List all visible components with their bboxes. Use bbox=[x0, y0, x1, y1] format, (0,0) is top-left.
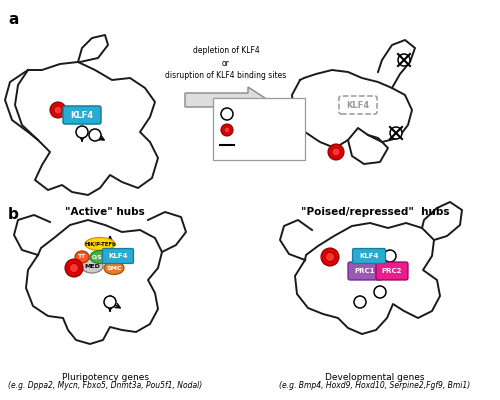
Text: depletion of KLF4
or
disruption of KLF4 binding sites: depletion of KLF4 or disruption of KLF4 … bbox=[166, 46, 286, 80]
Circle shape bbox=[328, 144, 344, 160]
Circle shape bbox=[104, 296, 116, 308]
Text: MED: MED bbox=[84, 264, 100, 268]
Text: Developmental genes: Developmental genes bbox=[325, 373, 425, 382]
Circle shape bbox=[89, 129, 101, 141]
Ellipse shape bbox=[75, 251, 89, 263]
Polygon shape bbox=[185, 87, 268, 113]
Circle shape bbox=[221, 124, 233, 136]
Text: KLF4: KLF4 bbox=[108, 253, 128, 259]
Circle shape bbox=[390, 127, 402, 139]
Text: KLF4: KLF4 bbox=[346, 100, 370, 110]
Ellipse shape bbox=[81, 259, 103, 273]
FancyBboxPatch shape bbox=[63, 106, 101, 124]
Text: HiK/P-TEFb: HiK/P-TEFb bbox=[84, 242, 116, 246]
Circle shape bbox=[354, 296, 366, 308]
Circle shape bbox=[321, 248, 339, 266]
Circle shape bbox=[70, 264, 78, 272]
Circle shape bbox=[374, 286, 386, 298]
Text: (e.g. Dppa2, Mycn, Fbxo5, Dnmt3a, Pou5f1, Nodal): (e.g. Dppa2, Mycn, Fbxo5, Dnmt3a, Pou5f1… bbox=[8, 381, 202, 390]
Ellipse shape bbox=[85, 238, 115, 250]
Text: O/S/N: O/S/N bbox=[92, 254, 108, 260]
Circle shape bbox=[326, 252, 334, 262]
Text: DNA: DNA bbox=[237, 140, 257, 150]
Text: Pluripotency genes: Pluripotency genes bbox=[62, 373, 148, 382]
Circle shape bbox=[224, 127, 230, 133]
Text: b: b bbox=[8, 207, 19, 222]
Text: PRC1: PRC1 bbox=[355, 268, 375, 274]
Circle shape bbox=[50, 102, 66, 118]
Text: (e.g. Bmp4, Hoxd9, Hoxd10, Serpine2,Fgf9, Bmi1): (e.g. Bmp4, Hoxd9, Hoxd10, Serpine2,Fgf9… bbox=[280, 381, 470, 390]
FancyBboxPatch shape bbox=[376, 262, 408, 280]
Text: a: a bbox=[8, 12, 18, 27]
Text: KLF4: KLF4 bbox=[70, 110, 94, 120]
Circle shape bbox=[76, 126, 88, 138]
Text: KLF4: KLF4 bbox=[359, 253, 379, 259]
Text: "Poised/repressed"  hubs: "Poised/repressed" hubs bbox=[301, 207, 449, 217]
FancyBboxPatch shape bbox=[352, 248, 386, 264]
Circle shape bbox=[398, 54, 410, 66]
Circle shape bbox=[221, 108, 233, 120]
Text: PRC2: PRC2 bbox=[382, 268, 402, 274]
Circle shape bbox=[384, 250, 396, 262]
Ellipse shape bbox=[90, 250, 110, 264]
Circle shape bbox=[65, 259, 83, 277]
FancyBboxPatch shape bbox=[213, 98, 305, 160]
FancyBboxPatch shape bbox=[348, 262, 382, 280]
Text: enhancer: enhancer bbox=[237, 126, 280, 134]
Circle shape bbox=[54, 106, 62, 114]
Text: SMC: SMC bbox=[106, 266, 122, 270]
Circle shape bbox=[332, 148, 340, 156]
FancyBboxPatch shape bbox=[102, 248, 134, 264]
FancyBboxPatch shape bbox=[339, 96, 377, 114]
Text: "Active" hubs: "Active" hubs bbox=[65, 207, 145, 217]
Text: TT: TT bbox=[78, 254, 86, 260]
Text: promoter: promoter bbox=[237, 110, 279, 118]
Ellipse shape bbox=[104, 262, 124, 274]
